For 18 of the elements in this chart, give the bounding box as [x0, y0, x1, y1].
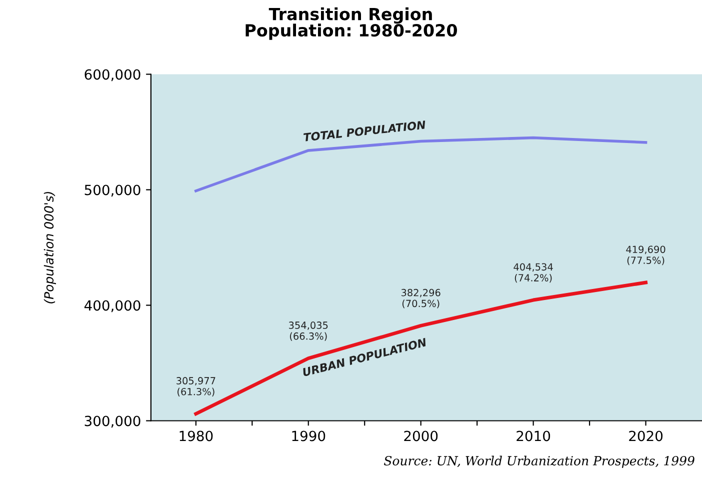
y-tick-label: 400,000 — [84, 300, 140, 312]
y-tick-label: 300,000 — [84, 416, 140, 428]
chart-title: Transition Region Population: 1980-2020 — [246, 7, 457, 40]
data-label: 354,035 (66.3%) — [289, 322, 328, 341]
data-label: 305,977 (61.3%) — [176, 377, 216, 396]
x-tick-label: 2010 — [516, 430, 550, 442]
data-label: 419,690 (77.5%) — [626, 246, 666, 266]
y-tick-label: 600,000 — [84, 69, 140, 82]
source-note: Source: UN, World Urbanization Prospects, 1999 — [384, 456, 694, 468]
x-tick-label: 2020 — [629, 430, 663, 442]
text: TOTAL POPULATION — [303, 120, 426, 142]
y-axis-title: (Population 000's) — [44, 192, 56, 304]
x-tick-label: 1990 — [292, 430, 326, 442]
x-tick-label: 1980 — [180, 430, 213, 442]
y-tick-label: 500,000 — [84, 184, 140, 197]
data-label: 382,296 (70.5%) — [401, 288, 440, 308]
x-tick-label: 2000 — [404, 430, 438, 442]
data-label: 404,534 (74.2%) — [514, 263, 553, 283]
